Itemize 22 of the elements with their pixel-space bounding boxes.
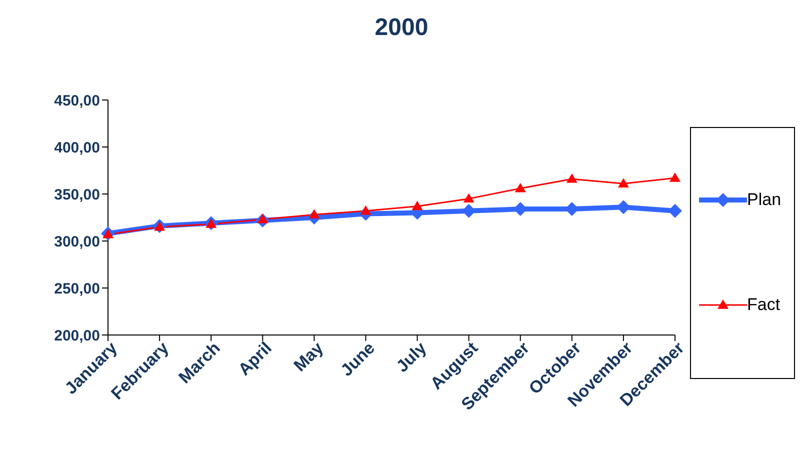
point [566,173,578,183]
point [463,193,474,203]
point [412,200,423,210]
point [102,228,114,238]
chart-title: 2000 [374,13,430,43]
legend-label: Fact [747,295,780,315]
point [670,172,680,182]
point [618,178,629,188]
point [206,218,217,228]
point [257,214,268,224]
point [514,182,526,192]
point [360,205,372,215]
y-tick-label: 250,00 [54,280,100,298]
legend-label: Plan [747,190,782,210]
point [308,209,320,219]
y-tick-label: 450,00 [54,92,100,110]
y-tick-label: 350,00 [54,186,100,204]
y-tick-label: 200,00 [54,327,100,344]
point [668,204,682,218]
point [154,221,166,231]
y-tick-label: 400,00 [54,139,100,156]
y-tick-label: 300,00 [54,233,100,250]
